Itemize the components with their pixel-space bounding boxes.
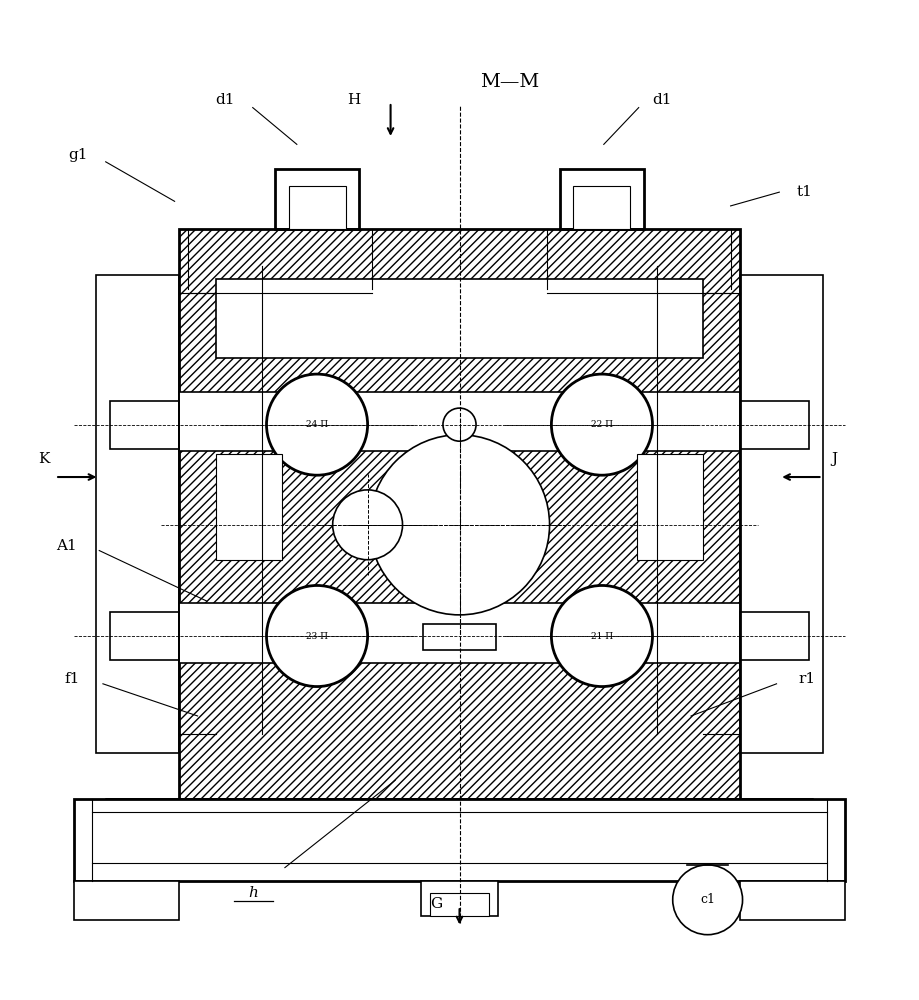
- Text: t1: t1: [796, 185, 812, 199]
- Bar: [423, 624, 496, 650]
- Bar: [74, 799, 845, 881]
- Text: 24 Π: 24 Π: [306, 420, 328, 429]
- Bar: [110, 612, 179, 660]
- Text: f1: f1: [64, 672, 79, 686]
- Text: c1: c1: [700, 893, 715, 906]
- Text: d1: d1: [215, 93, 235, 107]
- Bar: [740, 881, 845, 920]
- Text: J: J: [832, 452, 837, 466]
- Text: r1: r1: [799, 672, 815, 686]
- Bar: [179, 229, 740, 799]
- Text: H: H: [347, 93, 360, 107]
- Text: h: h: [248, 886, 257, 900]
- Bar: [216, 454, 282, 560]
- Bar: [421, 881, 498, 916]
- Bar: [637, 454, 703, 560]
- Circle shape: [267, 585, 368, 687]
- Bar: [179, 392, 740, 451]
- Bar: [740, 612, 809, 660]
- Text: G: G: [430, 897, 443, 911]
- Text: A1: A1: [56, 539, 76, 553]
- Bar: [216, 279, 703, 358]
- Bar: [275, 169, 359, 229]
- Circle shape: [369, 435, 550, 615]
- Bar: [430, 893, 489, 916]
- Bar: [110, 401, 179, 449]
- Bar: [740, 275, 823, 753]
- Circle shape: [443, 408, 476, 441]
- Bar: [74, 881, 179, 920]
- Bar: [289, 186, 346, 229]
- Text: d1: d1: [652, 93, 672, 107]
- Circle shape: [551, 374, 652, 475]
- Circle shape: [267, 374, 368, 475]
- Circle shape: [333, 490, 403, 560]
- Bar: [573, 186, 630, 229]
- Circle shape: [551, 585, 652, 687]
- Text: 23 Π: 23 Π: [306, 632, 328, 641]
- Bar: [740, 401, 809, 449]
- Bar: [560, 169, 644, 229]
- Text: M—M: M—M: [481, 73, 539, 91]
- Bar: [96, 275, 179, 753]
- Text: K: K: [39, 452, 50, 466]
- Circle shape: [673, 865, 743, 935]
- Bar: [179, 603, 740, 663]
- Text: 22 Π: 22 Π: [591, 420, 613, 429]
- Text: g1: g1: [68, 148, 88, 162]
- Text: 21 Π: 21 Π: [591, 632, 613, 641]
